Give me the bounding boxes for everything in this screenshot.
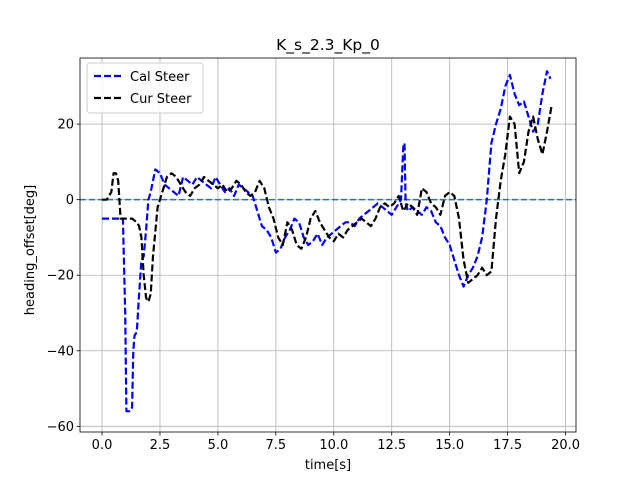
x-tick-label: 17.5 [493,438,522,453]
x-tick-label: 12.5 [377,438,406,453]
series-lines [102,70,553,413]
x-tick-label: 10.0 [319,438,348,453]
legend-label-cal-steer: Cal Steer [130,70,190,85]
y-tick-label: 0 [66,193,74,208]
x-tick-label: 20.0 [551,438,580,453]
axes-frame [79,57,577,433]
x-tick-label: 7.5 [266,438,287,453]
series-line-cal-steer [102,70,552,413]
tick-marks-and-labels: 0.0 2.5 5.0 7.5 10.0 12.5 15.0 17.5 20.0 −60 −40 −2… [47,118,580,453]
chart-title: K_s_2.3_Kp_0 [276,36,380,55]
series-line-cur-steer [102,105,553,303]
y-tick-label: 20 [57,118,74,133]
x-tick-label: 5.0 [208,438,229,453]
legend: Cal Steer Cur Steer [86,62,204,114]
x-axis-label: time[s] [305,458,351,473]
x-tick-label: 15.0 [435,438,464,453]
y-axis-label: heading_offset[deg] [23,185,38,315]
y-tick-label: −20 [47,269,74,284]
y-tick-label: −40 [47,344,74,359]
x-tick-label: 0.0 [92,438,113,453]
x-tick-label: 2.5 [150,438,171,453]
y-tick-label: −60 [47,420,74,435]
legend-label-cur-steer: Cur Steer [130,92,192,107]
